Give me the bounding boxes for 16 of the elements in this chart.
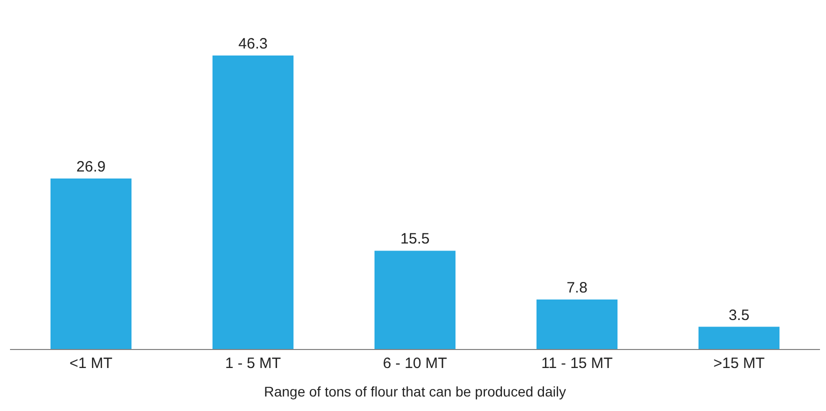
bar	[50, 178, 132, 349]
x-tick-label: <1 MT	[70, 355, 112, 372]
x-tick-label: 6 - 10 MT	[382, 355, 448, 372]
data-label: 26.9	[76, 158, 106, 176]
bar	[536, 300, 618, 349]
data-label: 7.8	[566, 280, 588, 297]
x-tick-label: 11 - 15 MT	[541, 355, 613, 372]
data-label: 15.5	[400, 230, 430, 248]
x-tick-label: 1 - 5 MT	[225, 355, 281, 372]
x-axis-title: Range of tons of flour that can be produced daily	[264, 383, 566, 400]
data-label: 3.5	[728, 306, 750, 324]
bar	[212, 55, 294, 349]
bar	[698, 326, 780, 349]
bar	[374, 250, 456, 349]
x-tick-label: >15 MT	[713, 355, 765, 372]
data-label: 46.3	[238, 35, 268, 52]
